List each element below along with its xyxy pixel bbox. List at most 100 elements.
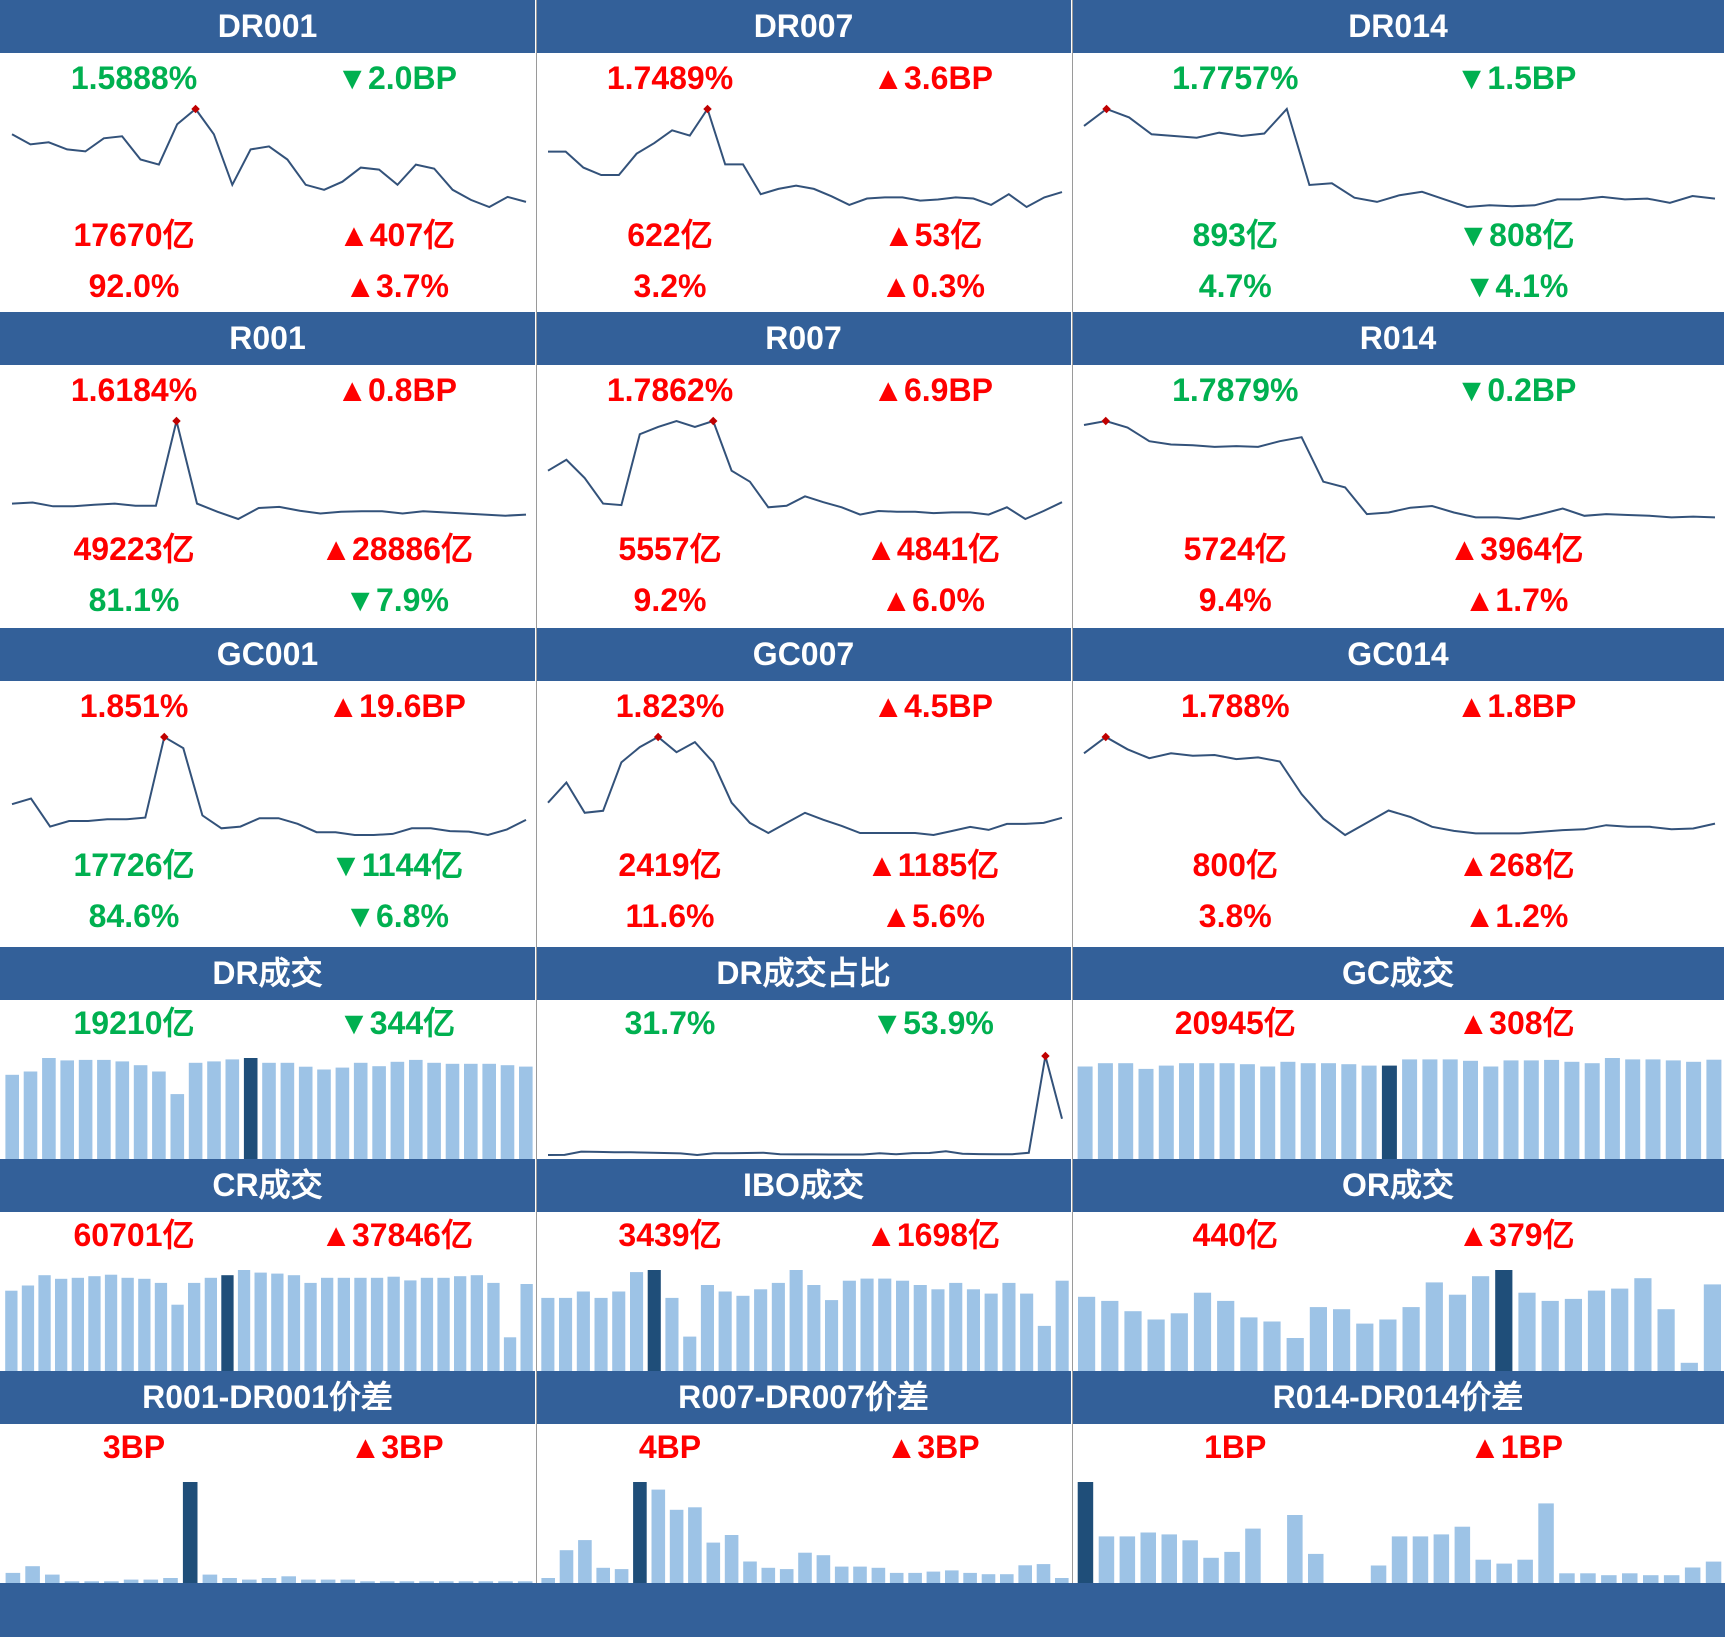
r001-dr001--bar (320, 1579, 336, 1583)
gc--bar (1625, 1059, 1641, 1159)
dr--bar (445, 1063, 460, 1159)
panel-title: R007 (536, 312, 1072, 365)
cr--bar (354, 1277, 367, 1371)
r014-dr014--bar (1098, 1536, 1115, 1583)
r001-dr001--bar (517, 1581, 533, 1583)
or--bar (1240, 1317, 1258, 1371)
cr--bar (404, 1280, 417, 1371)
ibo--bar (931, 1289, 945, 1371)
r014-dr014--bar (1287, 1515, 1303, 1583)
ibo--bar (559, 1297, 573, 1371)
gc--bar (1604, 1058, 1620, 1159)
r014-dr014--bar (1161, 1534, 1177, 1583)
r007-dr007--bar (596, 1567, 610, 1583)
volume-change: ▲28886亿 (320, 531, 473, 567)
or--bar (1657, 1309, 1675, 1371)
panel-title: CR成交 (0, 1159, 536, 1212)
share-value: 3.2% (633, 268, 707, 304)
summary-value: 1BP (1204, 1429, 1267, 1465)
rate-value: 1.823% (615, 688, 725, 724)
rate-sparkline (547, 732, 1063, 837)
panel-title: DR014 (1072, 0, 1725, 53)
or--bar (1356, 1323, 1374, 1371)
r014-dr014--bar (1140, 1532, 1156, 1583)
cr--bar (171, 1304, 184, 1371)
or--bar (1518, 1292, 1536, 1371)
column-divider (1072, 0, 1073, 1583)
r007-dr007--bar (614, 1569, 629, 1583)
cr--bar (503, 1337, 517, 1371)
or--bar (1495, 1270, 1513, 1371)
dr--bar (427, 1062, 441, 1159)
dr--bar (78, 1059, 93, 1159)
or--bar (1217, 1300, 1235, 1371)
ibo--bar (683, 1336, 697, 1371)
volume-value: 5557亿 (618, 531, 722, 567)
r001-dr001--bar (45, 1574, 60, 1583)
rate-sparkline-line (547, 419, 1063, 521)
r014-dr014--chart (1077, 1482, 1722, 1583)
dr--bar (317, 1069, 331, 1159)
gc--bar (1138, 1068, 1154, 1159)
volume-value: 893亿 (1192, 217, 1278, 253)
r007-dr007--bar (908, 1572, 922, 1583)
panel-or--14: 440亿 ▲379亿 (1072, 1212, 1725, 1371)
rate-sparkline-line (1083, 419, 1716, 521)
panel-title: R001-DR001价差 (0, 1371, 536, 1424)
dr--bar (390, 1061, 405, 1159)
gc--bar (1544, 1059, 1560, 1159)
or--bar (1124, 1311, 1142, 1371)
rate-sparkline (548, 104, 1063, 209)
cr--bar (387, 1276, 400, 1371)
panel-gc007-7: 1.823% ▲4.5BP 2419亿 ▲1185亿 11.6% ▲5.6% (536, 681, 1072, 947)
cr--bar (88, 1276, 101, 1371)
dr--bar (97, 1059, 111, 1159)
or--bar (1634, 1278, 1652, 1371)
dr--bar (207, 1061, 221, 1159)
summary-value: 3BP (102, 1429, 166, 1465)
r014-dr014--bar (1538, 1503, 1554, 1583)
rate-sparkline-line (547, 735, 1063, 837)
panel-dr--9: 19210亿 ▼344亿 (0, 1000, 536, 1159)
share-change: ▲0.3% (880, 268, 985, 304)
ibo--bar (1055, 1280, 1069, 1371)
cr--bar (487, 1282, 500, 1371)
r001-dr001--bar (182, 1482, 198, 1583)
panel-cr--12: 60701亿 ▲37846亿 (0, 1212, 536, 1371)
panel-r007-dr007--16: 4BP ▲3BP (536, 1424, 1072, 1583)
r001-dr001--bar (360, 1581, 375, 1583)
cr--bar (271, 1273, 284, 1371)
or--bar (1564, 1298, 1582, 1371)
dr--bar (372, 1066, 386, 1159)
r007-dr007--bar (816, 1555, 831, 1583)
r014-dr014--bar (1077, 1482, 1094, 1583)
rate-sparkline-line (11, 735, 527, 837)
r007-dr007--bar (779, 1569, 794, 1583)
gc--bar (1483, 1066, 1499, 1159)
ibo--bar (700, 1285, 714, 1371)
gc--bar (1645, 1059, 1661, 1159)
dr--bar (243, 1058, 258, 1159)
rate-change: ▲4.5BP (872, 688, 993, 724)
ibo--bar (825, 1300, 839, 1371)
volume-change: ▲268亿 (1457, 847, 1575, 883)
gc--bar (1341, 1064, 1357, 1159)
ibo--bar (789, 1270, 803, 1371)
cr--bar (38, 1275, 51, 1371)
ibo--bar (754, 1289, 768, 1371)
r014-dr014--bar (1454, 1526, 1471, 1583)
r001-dr001--bar (458, 1581, 474, 1583)
r001-dr001--bar (379, 1581, 395, 1583)
ibo--bar (878, 1278, 892, 1371)
summary-change: ▲379亿 (1457, 1217, 1575, 1253)
r007-dr007--bar (578, 1540, 592, 1583)
share-change: ▼4.1% (1463, 268, 1569, 304)
gc--bar (1584, 1063, 1600, 1159)
dr--bar (409, 1059, 423, 1159)
or--bar (1541, 1300, 1559, 1371)
ibo--bar (665, 1297, 679, 1371)
r001-dr001--bar (242, 1579, 257, 1583)
panel-title: DR007 (536, 0, 1072, 53)
rate-value: 1.7879% (1172, 372, 1299, 408)
gc--bar (1097, 1063, 1113, 1159)
